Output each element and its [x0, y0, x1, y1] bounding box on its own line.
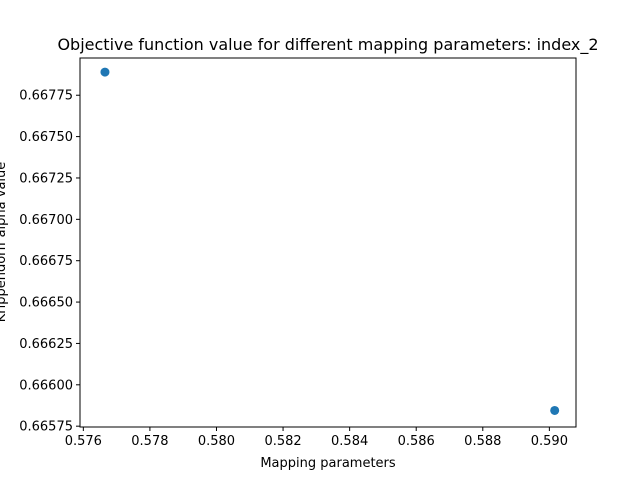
- x-axis-ticks: 0.576 0.578 0.580 0.582 0.584 0.586 0.588 0.590: [65, 427, 568, 449]
- y-axis-ticks: 0.66575 0.66600 0.66625 0.66650 0.66675 0.667…: [19, 89, 80, 435]
- y-tick-label: 0.66600: [19, 378, 73, 393]
- x-tick-label: 0.590: [531, 434, 568, 449]
- chart-title: Objective function value for different m…: [57, 35, 598, 55]
- y-tick-label: 0.66575: [19, 420, 73, 435]
- data-point: [550, 405, 560, 415]
- y-tick-label: 0.66725: [19, 171, 73, 186]
- y-tick-label: 0.66750: [19, 130, 73, 145]
- data-points: [100, 67, 560, 415]
- x-tick-label: 0.582: [264, 434, 301, 449]
- x-tick-label: 0.588: [464, 434, 501, 449]
- y-tick-label: 0.66650: [19, 296, 73, 311]
- y-tick-label: 0.66775: [19, 89, 73, 104]
- x-tick-label: 0.578: [131, 434, 168, 449]
- x-tick-label: 0.580: [198, 434, 235, 449]
- x-tick-label: 0.576: [65, 434, 102, 449]
- plot-area: [79, 57, 577, 428]
- y-tick-label: 0.66625: [19, 337, 73, 352]
- y-axis-label: Krippendorff alpha value: [0, 162, 9, 323]
- data-point: [100, 67, 110, 77]
- y-tick-label: 0.66700: [19, 213, 73, 228]
- y-tick-label: 0.66675: [19, 254, 73, 269]
- x-tick-label: 0.586: [398, 434, 435, 449]
- x-tick-label: 0.584: [331, 434, 368, 449]
- x-axis-label: Mapping parameters: [260, 456, 396, 471]
